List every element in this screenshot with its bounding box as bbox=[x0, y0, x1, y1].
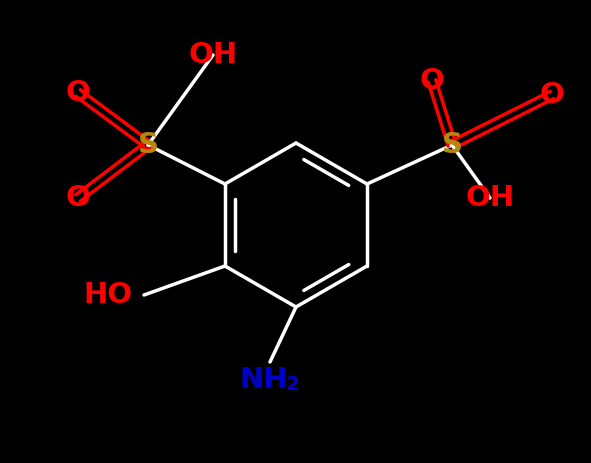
Text: O: O bbox=[66, 79, 90, 107]
Text: O: O bbox=[420, 67, 444, 95]
Text: OH: OH bbox=[189, 41, 238, 69]
Text: HO: HO bbox=[83, 281, 132, 309]
Text: NH: NH bbox=[240, 366, 288, 394]
Text: OH: OH bbox=[466, 184, 515, 212]
Text: 2: 2 bbox=[285, 375, 299, 394]
Text: O: O bbox=[540, 81, 564, 109]
Text: O: O bbox=[66, 184, 90, 212]
Text: S: S bbox=[138, 131, 158, 159]
Text: S: S bbox=[441, 131, 463, 159]
